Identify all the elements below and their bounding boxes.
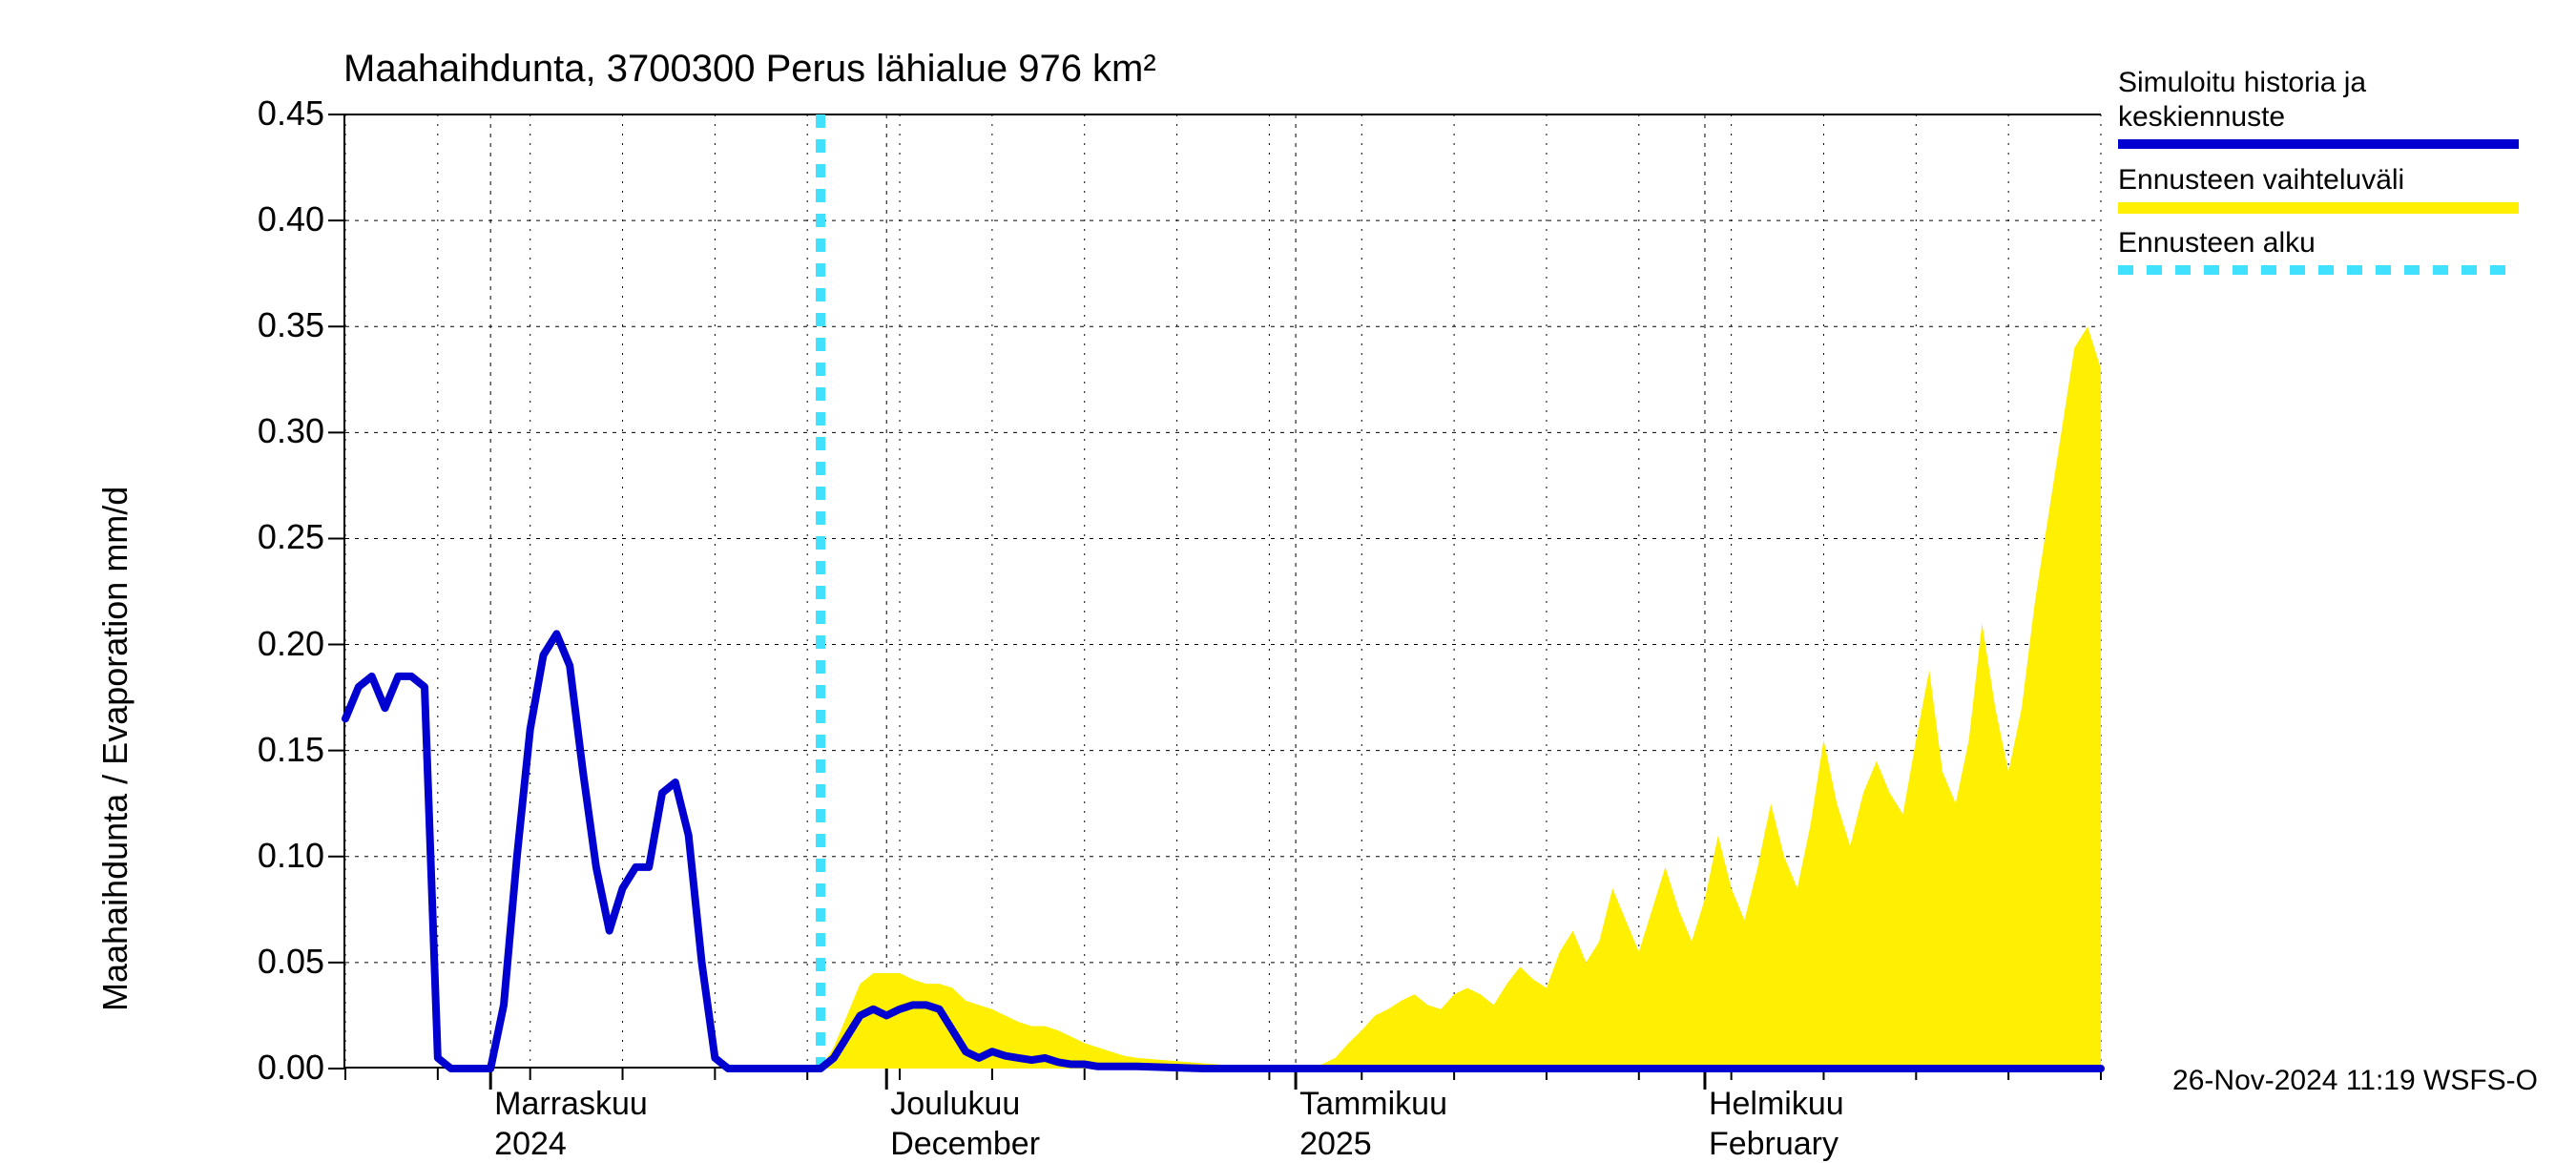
legend-label: Ennusteen vaihteluväli xyxy=(2118,164,2404,197)
chart-title: Maahaihdunta, 3700300 Perus lähialue 976… xyxy=(343,48,1156,91)
legend-swatch xyxy=(2118,265,2519,275)
legend-swatch xyxy=(2118,139,2519,149)
y-tick-label: 0.25 xyxy=(219,517,324,557)
x-tick-label: Joulukuu xyxy=(890,1086,1020,1123)
y-tick-label: 0.40 xyxy=(219,199,324,239)
y-tick-label: 0.20 xyxy=(219,624,324,664)
chart-viewport: Maahaihdunta, 3700300 Perus lähialue 976… xyxy=(0,0,2576,1145)
legend-label: Ennusteen alku xyxy=(2118,227,2316,260)
legend-swatch xyxy=(2118,202,2519,214)
x-tick-label: Marraskuu xyxy=(494,1086,648,1123)
legend-label: keskiennuste xyxy=(2118,101,2285,134)
y-tick-label: 0.05 xyxy=(219,942,324,982)
y-tick-label: 0.00 xyxy=(219,1048,324,1088)
generation-timestamp: 26-Nov-2024 11:19 WSFS-O xyxy=(2172,1065,2538,1097)
x-tick-label: Tammikuu xyxy=(1299,1086,1447,1123)
legend-label: Simuloitu historia ja xyxy=(2118,67,2366,99)
y-tick-label: 0.30 xyxy=(219,411,324,451)
y-axis-label: Maahaihdunta / Evaporation mm/d xyxy=(95,487,135,1011)
y-tick-label: 0.10 xyxy=(219,836,324,876)
y-tick-label: 0.15 xyxy=(219,730,324,770)
plot-area xyxy=(343,114,2099,1069)
x-tick-label: Helmikuu xyxy=(1709,1086,1844,1123)
plot-svg xyxy=(345,114,2101,1069)
y-tick-label: 0.35 xyxy=(219,305,324,345)
y-tick-label: 0.45 xyxy=(219,93,324,134)
